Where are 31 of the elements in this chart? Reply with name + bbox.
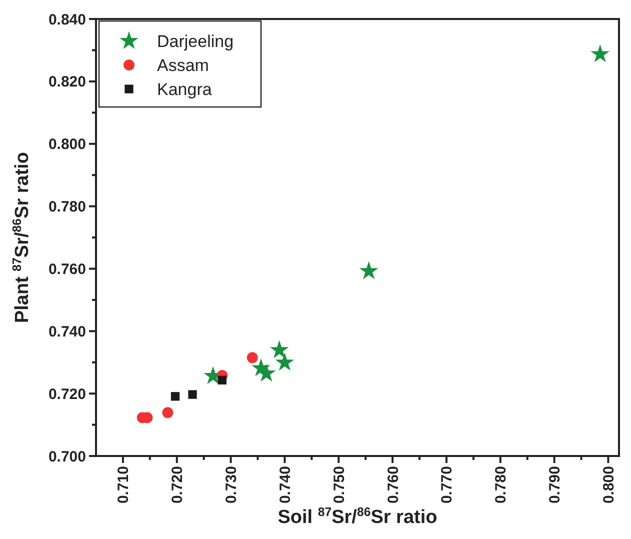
point	[162, 407, 174, 418]
y-tick-label: 0.760	[48, 260, 86, 278]
y-tick-label: 0.700	[48, 448, 86, 466]
x-tick-label: 0.800	[600, 466, 618, 504]
y-tick-label: 0.840	[48, 11, 86, 28]
point	[590, 44, 610, 62]
legend-label: Darjeeling	[157, 32, 234, 51]
y-tick-label: 0.720	[48, 386, 86, 403]
x-axis-title: Soil $^{87}$Sr/$^{86}$Sr ratio	[278, 505, 438, 528]
x-tick-label: 0.730	[223, 466, 240, 504]
point	[170, 392, 180, 401]
x-tick-label: 0.770	[438, 466, 456, 504]
x-tick-label: 0.710	[115, 466, 132, 504]
x-tick-label: 0.750	[330, 466, 348, 504]
x-tick-label: 0.790	[546, 466, 564, 504]
x-tick-label: 0.780	[492, 466, 510, 504]
y-tick-label: 0.780	[48, 198, 86, 216]
point	[218, 376, 226, 384]
y-tick-label: 0.800	[48, 136, 86, 154]
legend-label: Assam	[157, 56, 209, 75]
y-tick-label: 0.820	[48, 74, 86, 91]
point	[275, 352, 294, 371]
point	[246, 352, 258, 364]
x-tick-label: 0.760	[384, 466, 402, 504]
point	[188, 390, 197, 399]
point	[359, 261, 378, 280]
point	[270, 340, 289, 358]
x-tick-label: 0.720	[169, 466, 186, 504]
legend-label: Kangra	[157, 80, 212, 99]
x-tick-label: 0.740	[276, 466, 294, 504]
y-tick-label: 0.740	[48, 323, 86, 340]
